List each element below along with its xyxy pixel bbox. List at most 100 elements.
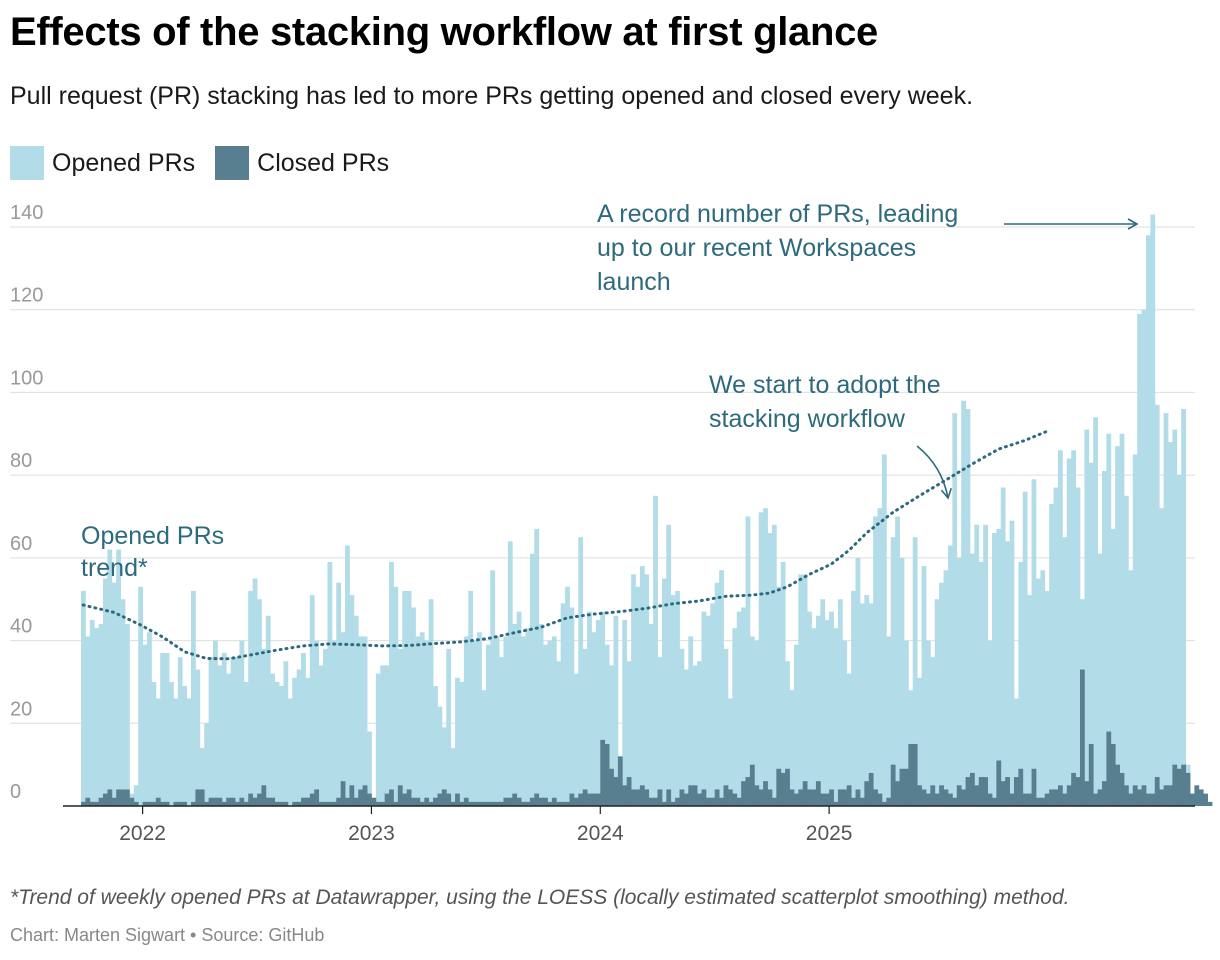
opened-bar [903,640,909,806]
closed-bar [1154,777,1160,806]
closed-bar [793,793,799,806]
closed-bar [468,801,474,806]
opened-bar [138,586,144,806]
closed-bar [864,781,870,806]
opened-bar [89,619,95,806]
opened-bar [868,603,874,806]
opened-bar [516,611,522,806]
closed-bar [1207,801,1213,806]
closed-bar [204,801,210,806]
closed-bar [811,789,817,806]
closed-bar [397,785,403,806]
opened-bar [741,607,746,806]
closed-bar [952,797,958,806]
opened-bar [785,661,790,806]
closed-bar [538,797,544,806]
opened-bar [565,586,570,806]
closed-bar [780,772,786,806]
y-tick-label: 0 [10,781,21,803]
closed-bar [1145,793,1151,806]
closed-bar [714,789,720,806]
closed-bar [314,789,320,806]
closed-bar [969,772,975,806]
opened-bar [490,570,496,806]
opened-bar [107,549,113,806]
opened-bar [309,595,315,806]
opened-bar [1150,214,1156,806]
opened-bar [85,636,91,806]
opened-bar [939,582,944,806]
closed-bar [833,801,839,806]
closed-bar [877,793,883,806]
opened-bar [116,549,122,806]
closed-bar [213,797,218,806]
closed-bar [367,793,372,806]
opened-bar [1145,235,1151,806]
opened-bar [318,665,324,806]
closed-bar [798,789,804,806]
closed-bar [1181,764,1186,806]
annotation-trend-line-1: Opened PRs [81,522,224,550]
opened-bar [996,528,1002,806]
closed-bar [177,801,183,806]
opened-bar [287,698,293,806]
opened-bar [793,644,799,806]
opened-bar [965,408,971,806]
closed-bar [1022,793,1028,806]
opened-bar [147,632,152,806]
closed-bar [749,764,755,806]
opened-bar [283,661,289,806]
closed-bar [807,789,812,806]
opened-bar [1119,433,1125,806]
footnote: *Trend of weekly opened PRs at Datawrapp… [10,886,1070,909]
closed-bar [331,801,337,806]
legend: Opened PRs Closed PRs [10,146,409,180]
opened-bar [406,590,412,806]
opened-bars [81,214,1191,806]
opened-bar [776,586,782,806]
opened-bar [692,665,698,806]
opened-bar [974,524,980,806]
opened-bar [833,628,839,806]
closed-bar [609,768,614,806]
closed-bar [85,797,91,806]
opened-bar [864,595,870,806]
closed-bar [754,785,760,806]
opened-bar [468,590,474,806]
opened-bar [859,603,865,806]
opened-bar [499,657,504,806]
opened-bar [710,603,716,806]
annotation-record-line-2: up to our recent Workspaces [597,234,916,262]
closed-bar [323,801,328,806]
closed-bar [644,789,650,806]
closed-bar [635,789,641,806]
closed-bar [965,777,971,806]
opened-bar [1101,471,1107,806]
opened-bar [1057,450,1063,806]
opened-bar [367,731,372,806]
opened-bar [683,669,689,806]
opened-bar [1141,309,1147,806]
closed-bar [881,801,887,806]
closed-bar [829,789,834,806]
opened-bar [956,557,962,806]
closed-bar [525,801,531,806]
closed-bar [692,785,698,806]
opened-bar [1172,429,1178,806]
opened-bar [450,748,456,806]
annotation-record-line-1: A record number of PRs, leading [597,200,958,228]
opened-bar [573,673,579,806]
opened-bar [763,508,768,806]
opened-bar [177,657,183,806]
closed-bar [587,793,592,806]
opened-bar [507,541,513,806]
closed-bar [375,801,381,806]
opened-bar [925,640,931,806]
opened-bar [477,632,482,806]
trend-line [81,429,1049,661]
closed-bar [195,789,201,806]
closed-bar [710,797,716,806]
opened-bar [736,611,742,806]
opened-bar [1075,487,1081,806]
closed-bar [428,801,434,806]
